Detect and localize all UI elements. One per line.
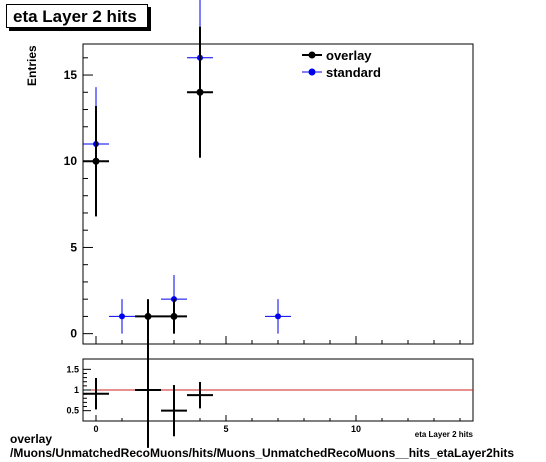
data-point-overlay (83, 106, 109, 217)
x-axis-label: eta Layer 2 hits (415, 430, 474, 439)
chart-title: eta Layer 2 hits (6, 4, 148, 28)
footer-line-1: overlay (10, 432, 53, 446)
marker (144, 312, 152, 320)
marker (170, 312, 178, 320)
footer-line-2: /Muons/UnmatchedRecoMuons/hits/Muons_Unm… (10, 446, 515, 460)
series-overlay (83, 26, 213, 334)
legend-marker-standard (308, 68, 316, 76)
marker (92, 157, 100, 165)
ratio-x-tick-label: 5 (223, 424, 228, 434)
ratio-x-tick-label: 10 (351, 424, 361, 434)
ratio-y-tick-label: 1.5 (66, 364, 79, 374)
ratio-y-tick-label: 0.5 (66, 406, 79, 416)
marker (119, 313, 125, 320)
main-y-tick-label: 10 (64, 154, 78, 168)
data-point-ratio (161, 385, 187, 437)
main-y-tick-label: 5 (70, 240, 77, 254)
series-ratio (83, 332, 213, 448)
data-point-ratio (187, 381, 213, 409)
legend-label-overlay: overlay (326, 48, 372, 63)
data-point-overlay (135, 299, 161, 334)
data-point-standard (265, 299, 291, 334)
data-point-ratio (83, 378, 109, 410)
data-point-overlay (161, 299, 187, 334)
marker (196, 88, 204, 96)
ratio-y-tick-label: 1 (74, 385, 79, 395)
main-y-tick-label: 0 (70, 327, 77, 341)
ratio-x-tick-label: 0 (93, 424, 98, 434)
legend-label-standard: standard (326, 65, 381, 80)
main-y-tick-label: 15 (64, 68, 78, 82)
main-plot-frame (82, 43, 474, 345)
data-point-ratio (135, 332, 161, 448)
legend: overlay standard (302, 48, 381, 80)
legend-marker-overlay (308, 51, 316, 59)
data-point-overlay (187, 26, 213, 158)
series-standard (83, 0, 291, 334)
data-point-standard (109, 299, 135, 334)
marker (275, 313, 281, 320)
